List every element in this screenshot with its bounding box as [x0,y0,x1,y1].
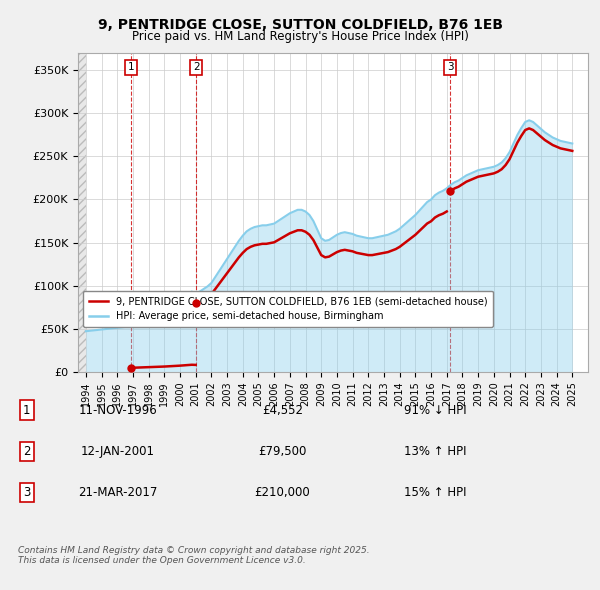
Text: 91% ↓ HPI: 91% ↓ HPI [404,404,467,417]
Text: 15% ↑ HPI: 15% ↑ HPI [404,486,466,499]
Text: 1: 1 [23,404,31,417]
Legend: 9, PENTRIDGE CLOSE, SUTTON COLDFIELD, B76 1EB (semi-detached house), HPI: Averag: 9, PENTRIDGE CLOSE, SUTTON COLDFIELD, B7… [83,290,493,327]
Text: 2: 2 [193,63,200,73]
Text: Contains HM Land Registry data © Crown copyright and database right 2025.
This d: Contains HM Land Registry data © Crown c… [18,546,370,565]
Text: 21-MAR-2017: 21-MAR-2017 [78,486,157,499]
Text: £210,000: £210,000 [254,486,310,499]
Text: £4,552: £4,552 [262,404,303,417]
Text: 1: 1 [127,63,134,73]
Text: 13% ↑ HPI: 13% ↑ HPI [404,445,466,458]
Text: 3: 3 [23,486,30,499]
Text: 2: 2 [23,445,31,458]
Text: £79,500: £79,500 [258,445,307,458]
Text: 3: 3 [447,63,454,73]
Text: 9, PENTRIDGE CLOSE, SUTTON COLDFIELD, B76 1EB: 9, PENTRIDGE CLOSE, SUTTON COLDFIELD, B7… [97,18,503,32]
Text: 12-JAN-2001: 12-JAN-2001 [81,445,155,458]
Text: 11-NOV-1996: 11-NOV-1996 [79,404,157,417]
Text: Price paid vs. HM Land Registry's House Price Index (HPI): Price paid vs. HM Land Registry's House … [131,30,469,43]
